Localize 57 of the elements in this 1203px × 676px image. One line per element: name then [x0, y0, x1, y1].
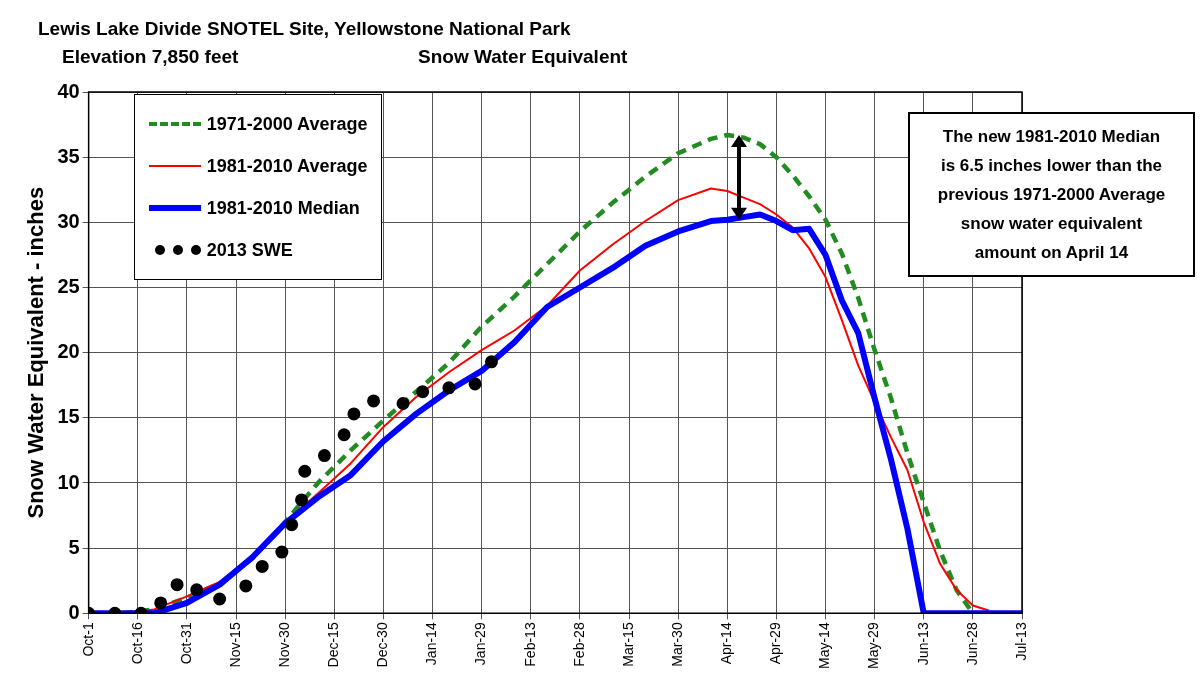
legend-label: 1981-2010 Median [206, 197, 360, 219]
y-tick-label: 25 [57, 275, 80, 298]
x-tick-label: Jun-28 [963, 622, 980, 666]
y-tick-label: 10 [57, 470, 80, 493]
point [396, 396, 410, 410]
point [298, 464, 312, 478]
y-tick-label: 15 [57, 405, 80, 428]
point [367, 394, 381, 408]
x-tick-label: Jan-29 [472, 622, 489, 666]
x-tick-label: Dec-15 [325, 622, 342, 668]
legend-label: 2013 SWE [206, 239, 293, 261]
point [154, 596, 168, 610]
x-tick-label: May-29 [865, 622, 882, 669]
point [239, 579, 253, 593]
x-tick-label: Mar-15 [619, 622, 636, 667]
point [213, 592, 227, 606]
point [317, 449, 331, 463]
x-tick-label: Jan-14 [423, 622, 440, 666]
x-tick-label: Feb-13 [521, 622, 538, 667]
point [347, 407, 361, 421]
point [255, 559, 269, 573]
y-tick-label: 35 [57, 144, 80, 167]
y-axis-title: Snow Water Equivalent - inches [23, 186, 49, 519]
y-tick-label: 20 [57, 340, 80, 363]
chart-subtitle: Elevation 7,850 feet [62, 46, 239, 68]
y-tick-label: 30 [57, 209, 80, 232]
point [442, 381, 456, 395]
point [285, 518, 299, 532]
point [295, 493, 309, 507]
x-tick-label: Nov-30 [276, 622, 292, 668]
x-tick-label: Apr-29 [767, 622, 784, 665]
point [337, 428, 351, 442]
x-tick-label: Mar-30 [668, 622, 685, 667]
point [416, 385, 430, 399]
legend-label: 1981-2010 Average [206, 155, 368, 177]
x-tick-label: Jul-13 [1012, 622, 1029, 661]
point [484, 355, 498, 369]
x-tick-label: Oct-31 [177, 622, 194, 665]
y-tick-label: 5 [68, 535, 80, 558]
chart-title: Lewis Lake Divide SNOTEL Site, Yellowstone National Park [38, 18, 571, 40]
x-tick-label: Apr-14 [718, 622, 735, 665]
point [190, 583, 204, 597]
legend-label: 1971-2000 Average [206, 113, 368, 135]
point [275, 545, 289, 559]
x-tick-label: Oct-1 [79, 622, 96, 657]
text: Snow Water Equivalent [418, 46, 628, 68]
callout-box: The new 1981-2010 Median is 6.5 inches lower than the previous 1971-2000 Average snow water equivalent amount on April 14 [908, 112, 1195, 277]
x-tick-label: Nov-15 [226, 622, 243, 668]
x-tick-label: Feb-28 [570, 622, 587, 667]
point [170, 578, 184, 592]
x-tick-label: Oct-16 [128, 622, 145, 665]
x-tick-label: Jun-13 [914, 622, 931, 666]
x-tick-label: May-14 [816, 622, 833, 669]
x-tick-label: Dec-30 [374, 622, 391, 668]
point [468, 377, 482, 391]
y-tick-label: 0 [68, 600, 80, 623]
y-tick-label: 40 [57, 79, 80, 102]
